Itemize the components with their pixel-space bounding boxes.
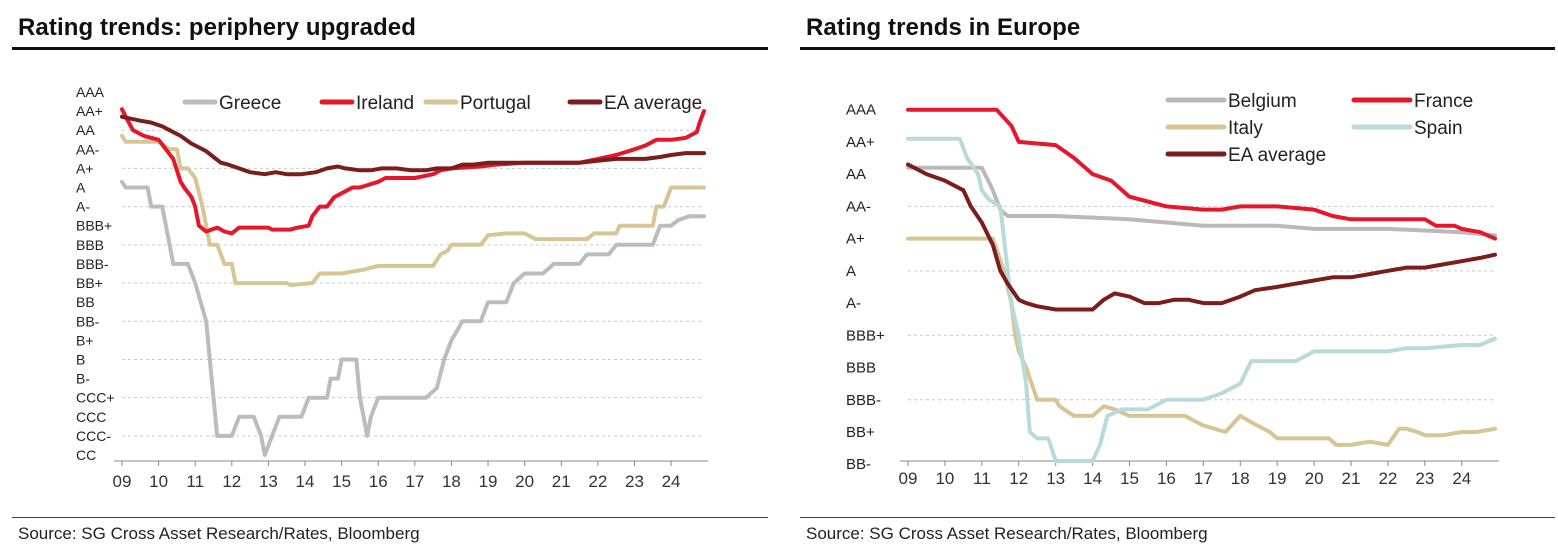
series-line-portugal <box>120 133 706 287</box>
legend-label-ea-average: EA average <box>1228 145 1326 166</box>
y-tick-label: CCC+ <box>76 390 115 406</box>
y-tick-label: CC <box>76 447 96 463</box>
x-tick-label: 15 <box>332 472 351 491</box>
x-tick-label: 14 <box>296 472 315 491</box>
series-line-ea-average <box>120 114 706 177</box>
x-tick-label: 11 <box>973 469 991 488</box>
legend-label-portugal: Portugal <box>460 93 531 114</box>
x-tick-label: 16 <box>369 472 388 491</box>
legend-label-ireland: Ireland <box>356 93 414 114</box>
x-tick-label: 17 <box>1194 469 1213 488</box>
x-tick-label: 12 <box>1009 469 1028 488</box>
y-tick-label: B <box>76 351 85 367</box>
y-tick-label: A- <box>76 199 90 215</box>
x-tick-label: 09 <box>113 472 132 491</box>
y-tick-label: BB+ <box>76 275 103 291</box>
x-tick-label: 19 <box>479 472 498 491</box>
y-tick-label: B- <box>76 371 90 387</box>
y-tick-label: BBB+ <box>76 218 112 234</box>
x-tick-label: 18 <box>442 472 461 491</box>
x-tick-label: 23 <box>1415 469 1434 488</box>
x-tick-label: 23 <box>625 472 644 491</box>
x-tick-label: 22 <box>588 472 607 491</box>
y-tick-label: BBB <box>846 360 876 377</box>
x-tick-label: 13 <box>1046 469 1065 488</box>
x-tick-label: 10 <box>935 469 954 488</box>
series-line-italy <box>906 236 1497 447</box>
y-tick-label: BBB- <box>76 256 109 272</box>
y-tick-label: AA+ <box>846 134 875 151</box>
y-tick-label: AA <box>76 122 95 138</box>
y-tick-label: A- <box>846 295 861 312</box>
legend-label-ea-average: EA average <box>604 93 702 114</box>
series-line-greece <box>120 179 706 457</box>
series-line-ireland <box>120 107 706 236</box>
x-tick-label: 19 <box>1268 469 1287 488</box>
y-tick-label: BB- <box>76 313 100 329</box>
y-tick-label: CCC <box>76 409 106 425</box>
chart-title: Rating trends in Europe <box>806 14 1081 41</box>
x-tick-label: 21 <box>1342 469 1361 488</box>
legend-label-italy: Italy <box>1228 118 1263 139</box>
x-tick-label: 20 <box>515 472 534 491</box>
legend-label-belgium: Belgium <box>1228 91 1297 112</box>
y-tick-label: A+ <box>76 160 94 176</box>
x-tick-label: 16 <box>1157 469 1176 488</box>
title-rule <box>12 47 768 50</box>
legend-label-france: France <box>1414 91 1473 112</box>
x-tick-label: 14 <box>1083 469 1102 488</box>
legend-label-spain: Spain <box>1414 118 1463 139</box>
source-note: Source: SG Cross Asset Research/Rates, B… <box>18 524 420 543</box>
chart-svg: AAAAA+AAAA-A+AA-BBB+BBBBBB-BB+BBBB-B+BB-… <box>76 84 708 491</box>
y-tick-label: BBB+ <box>846 327 885 344</box>
y-tick-label: BB <box>76 294 95 310</box>
y-tick-label: BB- <box>846 456 871 473</box>
series-line-ea-average <box>906 162 1497 312</box>
x-tick-label: 10 <box>149 472 168 491</box>
chart-panel-periphery: Rating trends: periphery upgraded AAA AA+… <box>12 14 768 543</box>
x-tick-label: 18 <box>1231 469 1250 488</box>
y-tick-label: AA- <box>846 198 871 215</box>
x-tick-label: 22 <box>1378 469 1397 488</box>
y-tick-label: CCC- <box>76 428 111 444</box>
x-tick-label: 24 <box>662 472 681 491</box>
x-tick-label: 09 <box>899 469 918 488</box>
legend-label-greece: Greece <box>219 93 281 114</box>
y-tick-label: AA+ <box>76 103 103 119</box>
source-rule <box>12 517 768 518</box>
chart-panel-europe: Rating trends in Europe AAA AA+ AA AA- A+ A A-… <box>788 0 1558 560</box>
y-tick-label: A <box>846 263 856 280</box>
title-rule <box>800 47 1555 50</box>
y-tick-label: A+ <box>846 231 865 248</box>
x-tick-label: 24 <box>1452 469 1471 488</box>
source-note: Source: SG Cross Asset Research/Rates, B… <box>806 524 1208 543</box>
x-tick-label: 17 <box>405 472 424 491</box>
y-tick-label: AA <box>846 166 866 183</box>
x-tick-label: 12 <box>222 472 241 491</box>
series-line-spain <box>906 136 1497 463</box>
y-tick-label: A <box>76 180 86 196</box>
y-tick-label: AAA <box>846 102 876 119</box>
y-tick-label: BBB <box>76 237 104 253</box>
y-tick-label: AA- <box>76 141 100 157</box>
x-tick-label: 11 <box>186 472 204 491</box>
y-tick-label: BBB- <box>846 392 881 409</box>
x-tick-label: 20 <box>1305 469 1324 488</box>
x-tick-label: 13 <box>259 472 278 491</box>
chart-title: Rating trends: periphery upgraded <box>18 14 417 41</box>
x-tick-label: 15 <box>1120 469 1139 488</box>
series-line-belgium <box>906 165 1497 238</box>
y-tick-label: B+ <box>76 332 94 348</box>
y-tick-label: AAA <box>76 84 105 100</box>
series-line-france <box>906 107 1497 241</box>
y-tick-label: BB+ <box>846 424 875 441</box>
source-rule <box>800 517 1555 518</box>
x-tick-label: 21 <box>552 472 571 491</box>
